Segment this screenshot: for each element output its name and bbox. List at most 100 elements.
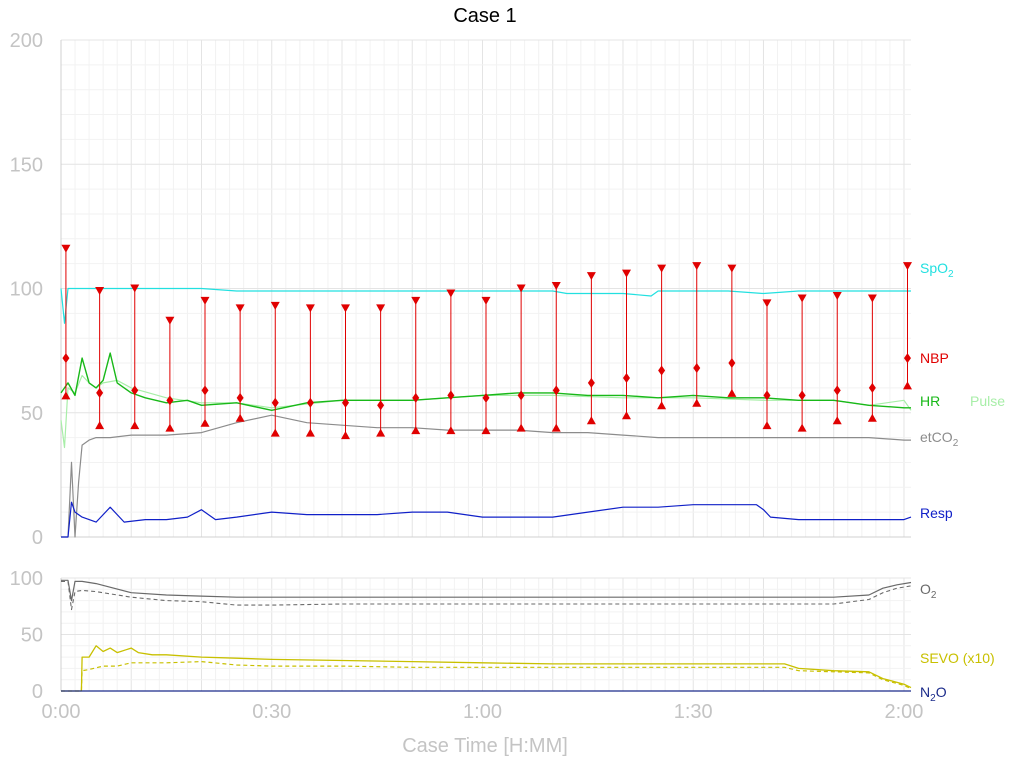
nbp-mean-marker xyxy=(763,390,771,401)
nbp-mean-marker xyxy=(903,353,911,364)
series-line-spo2 xyxy=(60,287,911,324)
x-axis-label: Case Time [H:MM] xyxy=(402,735,568,757)
nbp-systolic-marker xyxy=(61,244,71,253)
nbp-mean-marker xyxy=(622,372,630,383)
nbp-diastolic-marker xyxy=(235,413,245,422)
series-line-o2_exp xyxy=(61,580,912,611)
nbp-mean-marker xyxy=(517,390,525,401)
y-tick-label: 150 xyxy=(10,154,43,176)
nbp-systolic-marker xyxy=(586,272,596,281)
y-tick-label: 0 xyxy=(32,681,43,703)
nbp-mean-marker xyxy=(728,358,736,369)
series-line-sevo_exp xyxy=(61,660,912,692)
nbp-systolic-marker xyxy=(621,269,631,278)
series-label-pulse: Pulse xyxy=(970,393,1005,409)
nbp-systolic-marker xyxy=(130,284,140,293)
nbp-systolic-marker xyxy=(551,282,561,291)
y-tick-label: 0 xyxy=(32,527,43,549)
nbp-mean-marker xyxy=(342,397,350,408)
nbp-diastolic-marker xyxy=(165,423,175,432)
nbp-systolic-marker xyxy=(376,304,386,313)
nbp-systolic-marker xyxy=(481,296,491,305)
nbp-mean-marker xyxy=(166,395,174,406)
nbp-mean-marker xyxy=(62,353,70,364)
series-label-hr: HR xyxy=(920,393,940,409)
nbp-mean-marker xyxy=(658,365,666,376)
nbp-systolic-marker xyxy=(270,301,280,310)
nbp-diastolic-marker xyxy=(376,428,386,437)
y-tick-label: 100 xyxy=(10,279,43,301)
bottom-panel: 0 50 100 0:00 0:30 1:00 1:30 2:00 O2 SEVO (x10) N2… xyxy=(10,568,995,723)
nbp-mean-marker xyxy=(306,397,314,408)
nbp-diastolic-marker xyxy=(481,426,491,435)
nbp-diastolic-marker xyxy=(727,388,737,397)
nbp-mean-marker xyxy=(236,392,244,403)
nbp-mean-marker xyxy=(377,400,385,411)
series-line-resp xyxy=(61,501,912,538)
top-panel: 0 50 100 150 200 SpO2 NBP HR Pulse etCO2 Resp xyxy=(10,30,1006,549)
nbp-systolic-marker xyxy=(411,296,421,305)
nbp-diastolic-marker xyxy=(270,428,280,437)
x-tick-label: 2:00 xyxy=(885,701,924,723)
nbp-mean-marker xyxy=(868,382,876,393)
x-tick-label: 1:00 xyxy=(463,701,502,723)
nbp-mean-marker xyxy=(587,377,595,388)
nbp-systolic-marker xyxy=(797,294,807,303)
nbp-diastolic-marker xyxy=(832,416,842,425)
nbp-diastolic-marker xyxy=(341,431,351,440)
nbp-mean-marker xyxy=(412,392,420,403)
nbp-diastolic-marker xyxy=(200,418,210,427)
series-label-spo2: SpO2 xyxy=(920,260,954,280)
nbp-systolic-marker xyxy=(446,289,456,298)
nbp-diastolic-marker xyxy=(551,423,561,432)
series-label-resp: Resp xyxy=(920,505,953,521)
series-line-etco2 xyxy=(61,414,911,538)
nbp-diastolic-marker xyxy=(762,421,772,430)
chart-title: Case 1 xyxy=(453,5,516,27)
nbp-diastolic-marker xyxy=(657,401,667,410)
y-tick-label: 50 xyxy=(21,625,43,647)
nbp-systolic-marker xyxy=(516,284,526,293)
nbp-systolic-marker xyxy=(832,291,842,300)
nbp-systolic-marker xyxy=(692,262,702,271)
nbp-diastolic-marker xyxy=(621,411,631,420)
nbp-diastolic-marker xyxy=(95,421,105,430)
nbp-systolic-marker xyxy=(305,304,315,313)
nbp-systolic-marker xyxy=(727,264,737,273)
nbp-systolic-marker xyxy=(165,316,175,325)
nbp-diastolic-marker xyxy=(867,413,877,422)
y-tick-label: 100 xyxy=(10,568,43,590)
nbp-diastolic-marker xyxy=(692,398,702,407)
nbp-systolic-marker xyxy=(762,299,772,308)
nbp-diastolic-marker xyxy=(516,423,526,432)
nbp-systolic-marker xyxy=(657,264,667,273)
nbp-diastolic-marker xyxy=(902,381,912,390)
series-label-o2: O2 xyxy=(920,581,937,601)
series-label-sevo: SEVO (x10) xyxy=(920,650,995,666)
nbp-diastolic-marker xyxy=(797,423,807,432)
nbp-mean-marker xyxy=(552,385,560,396)
nbp-mean-marker xyxy=(693,363,701,374)
nbp-mean-marker xyxy=(96,387,104,398)
nbp-mean-marker xyxy=(271,397,279,408)
x-tick-label: 0:00 xyxy=(42,701,81,723)
nbp-systolic-marker xyxy=(200,296,210,305)
series-label-nbp: NBP xyxy=(920,350,949,366)
nbp-diastolic-marker xyxy=(130,421,140,430)
series-line-o2 xyxy=(61,579,912,602)
y-tick-label: 200 xyxy=(10,30,43,52)
nbp-systolic-marker xyxy=(867,294,877,303)
nbp-diastolic-marker xyxy=(411,426,421,435)
nbp-mean-marker xyxy=(131,385,139,396)
nbp-systolic-marker xyxy=(341,304,351,313)
nbp-mean-marker xyxy=(482,392,490,403)
nbp-mean-marker xyxy=(833,385,841,396)
series-line-sevo xyxy=(61,645,912,692)
nbp-mean-marker xyxy=(798,390,806,401)
x-tick-label: 1:30 xyxy=(674,701,713,723)
series-label-n2o: N2O xyxy=(920,684,947,704)
nbp-diastolic-marker xyxy=(446,426,456,435)
x-tick-label: 0:30 xyxy=(252,701,291,723)
